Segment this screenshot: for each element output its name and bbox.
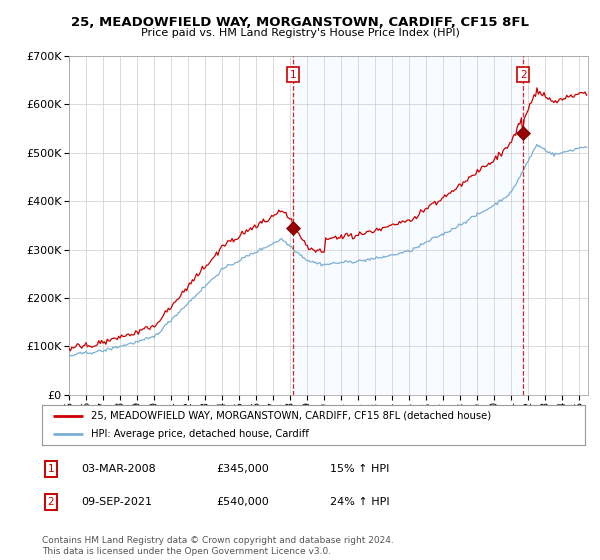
Text: 25, MEADOWFIELD WAY, MORGANSTOWN, CARDIFF, CF15 8FL (detached house): 25, MEADOWFIELD WAY, MORGANSTOWN, CARDIF… xyxy=(91,411,491,421)
Text: 15% ↑ HPI: 15% ↑ HPI xyxy=(330,464,389,474)
Text: HPI: Average price, detached house, Cardiff: HPI: Average price, detached house, Card… xyxy=(91,430,309,439)
Text: 03-MAR-2008: 03-MAR-2008 xyxy=(81,464,156,474)
Text: 2: 2 xyxy=(47,497,55,507)
Text: 1: 1 xyxy=(47,464,55,474)
Text: 09-SEP-2021: 09-SEP-2021 xyxy=(81,497,152,507)
Text: 24% ↑ HPI: 24% ↑ HPI xyxy=(330,497,389,507)
Text: 2: 2 xyxy=(520,69,526,80)
Text: 1: 1 xyxy=(290,69,296,80)
Text: Contains HM Land Registry data © Crown copyright and database right 2024.
This d: Contains HM Land Registry data © Crown c… xyxy=(42,536,394,556)
Text: 25, MEADOWFIELD WAY, MORGANSTOWN, CARDIFF, CF15 8FL: 25, MEADOWFIELD WAY, MORGANSTOWN, CARDIF… xyxy=(71,16,529,29)
Text: £345,000: £345,000 xyxy=(216,464,269,474)
Text: £540,000: £540,000 xyxy=(216,497,269,507)
Bar xyxy=(293,56,523,395)
Text: Price paid vs. HM Land Registry's House Price Index (HPI): Price paid vs. HM Land Registry's House … xyxy=(140,28,460,38)
